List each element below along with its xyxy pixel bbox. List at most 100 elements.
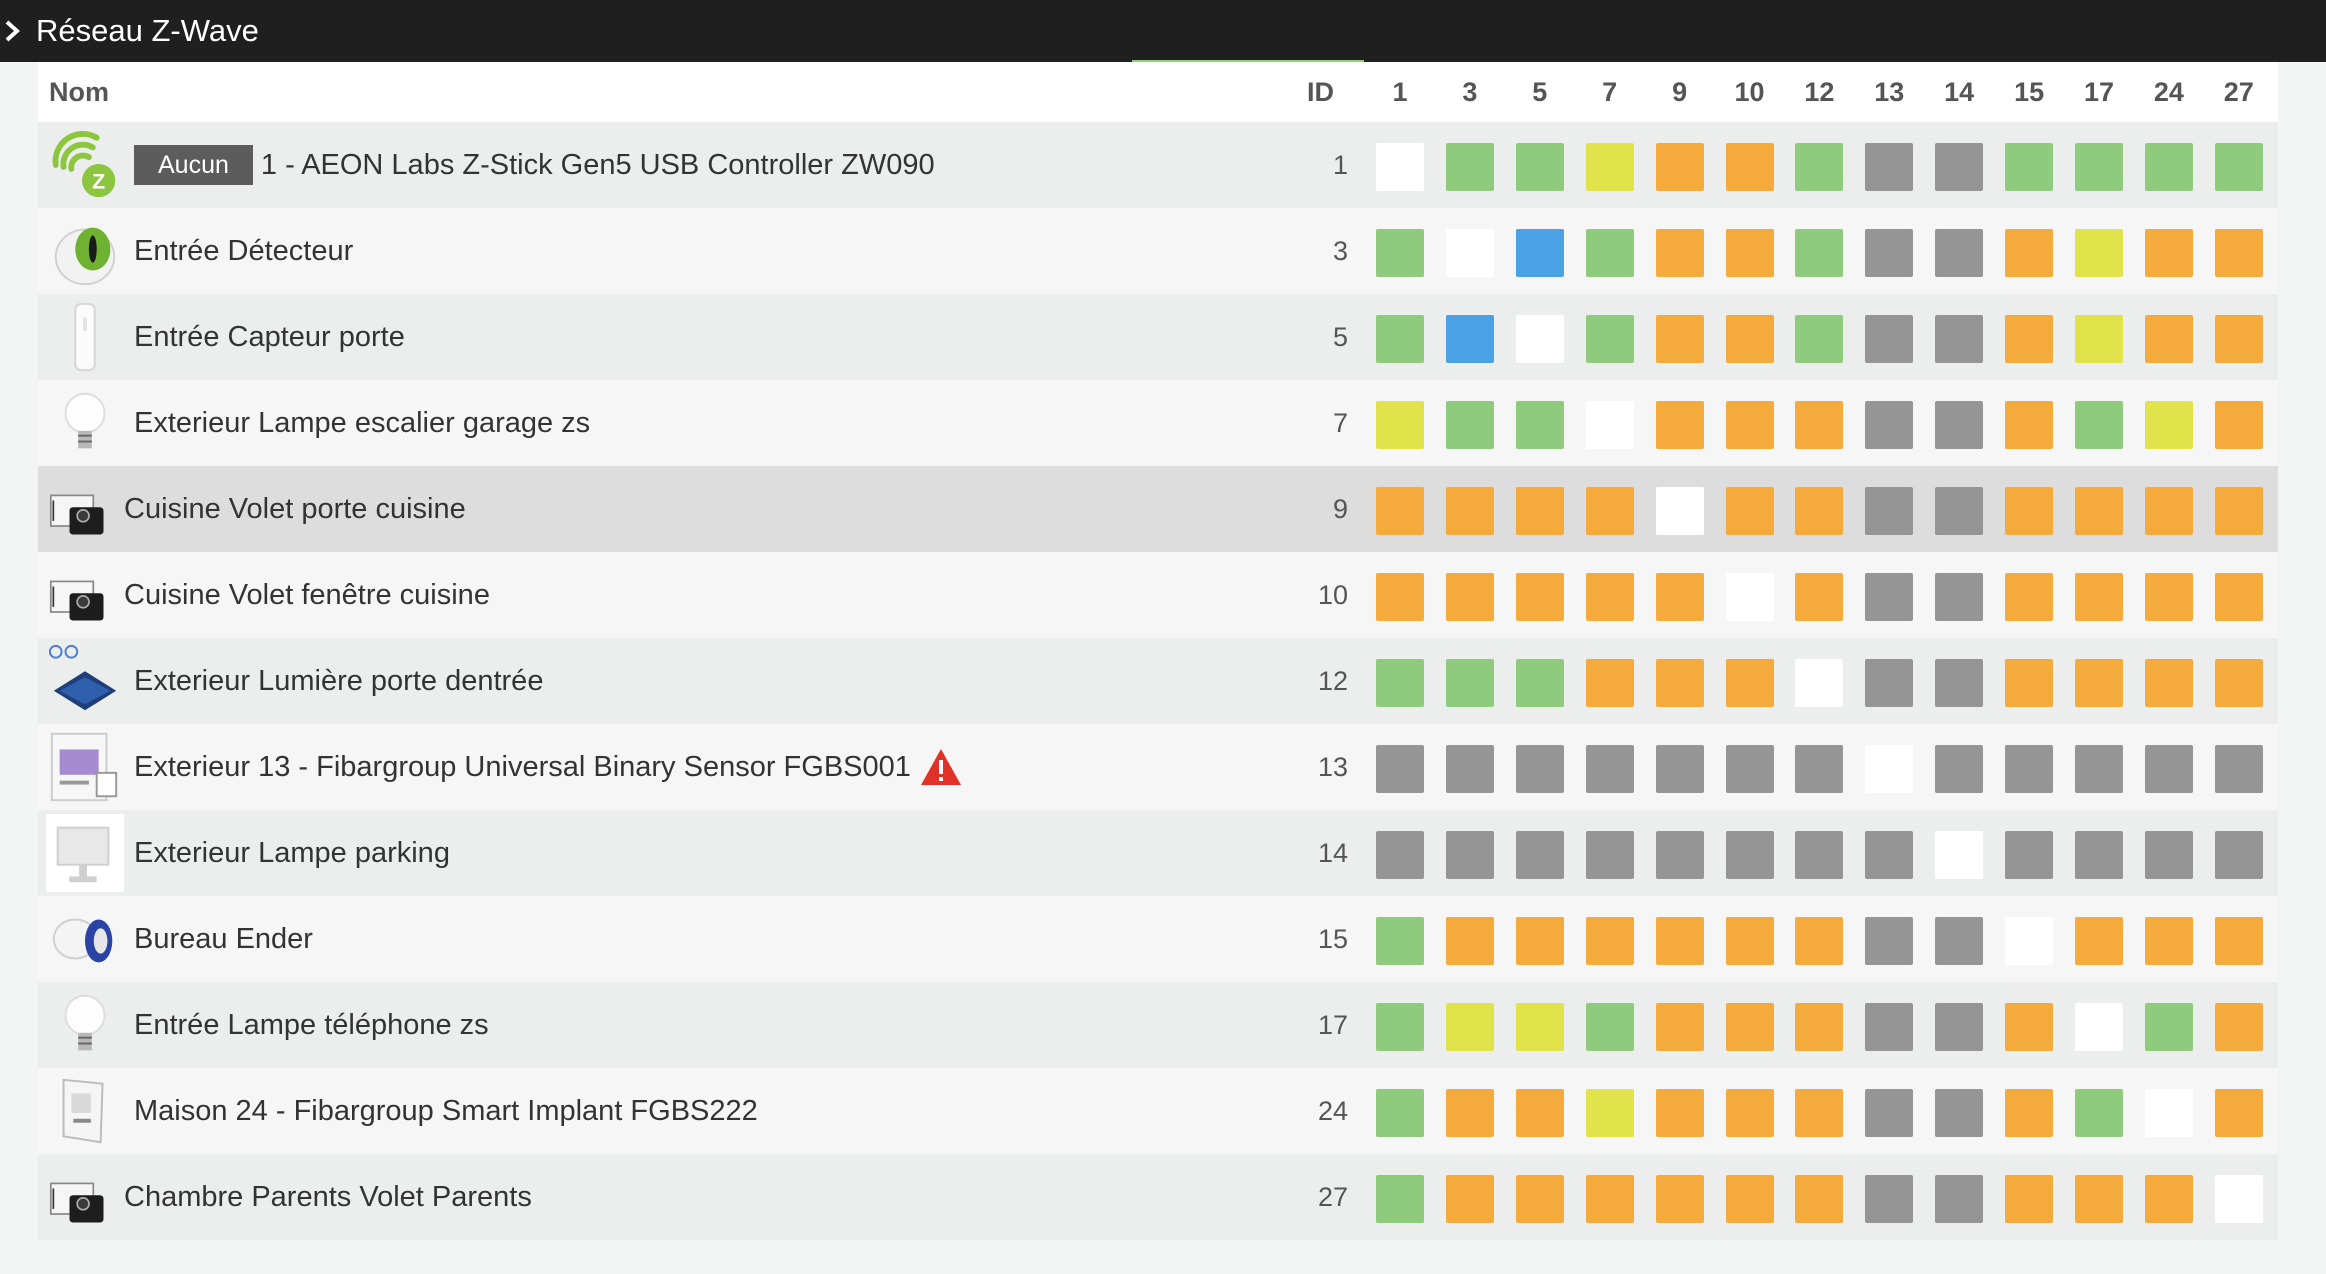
route-status-cell[interactable]	[1376, 659, 1424, 707]
table-row[interactable]: Exterieur Lumière porte dentrée 12	[38, 638, 2278, 724]
route-status-cell[interactable]	[1445, 143, 1494, 191]
route-status-cell[interactable]	[1376, 401, 1424, 449]
route-status-cell[interactable]	[1865, 917, 1914, 965]
panel-header[interactable]: Réseau Z-Wave	[0, 0, 2326, 62]
route-status-cell[interactable]	[2005, 315, 2054, 363]
route-status-cell[interactable]	[2075, 143, 2123, 191]
route-status-cell[interactable]	[1376, 917, 1424, 965]
route-status-cell[interactable]	[2005, 229, 2054, 277]
route-status-cell[interactable]	[2214, 917, 2263, 965]
route-status-cell[interactable]	[1376, 573, 1424, 621]
route-status-cell[interactable]	[1725, 487, 1774, 535]
route-status-cell[interactable]	[2144, 573, 2193, 621]
chevron-right-icon[interactable]	[2, 18, 24, 44]
route-status-cell[interactable]	[2144, 745, 2193, 793]
route-status-cell[interactable]	[2005, 573, 2054, 621]
table-row[interactable]: Cuisine Volet porte cuisine 9	[38, 466, 2278, 552]
route-status-cell[interactable]	[2005, 143, 2054, 191]
route-status-cell[interactable]	[2214, 659, 2263, 707]
route-status-cell[interactable]	[2214, 315, 2263, 363]
route-status-cell[interactable]	[1515, 1003, 1564, 1051]
route-status-cell[interactable]	[1585, 573, 1634, 621]
route-status-cell[interactable]	[1865, 831, 1914, 879]
route-status-cell[interactable]	[1515, 745, 1564, 793]
route-status-cell[interactable]	[1585, 1003, 1634, 1051]
route-status-cell[interactable]	[2214, 745, 2263, 793]
route-status-cell[interactable]	[1725, 143, 1774, 191]
route-status-cell[interactable]	[1865, 745, 1914, 793]
route-status-cell[interactable]	[1515, 917, 1564, 965]
route-status-cell[interactable]	[1585, 831, 1634, 879]
route-status-cell[interactable]	[1935, 487, 1984, 535]
table-row[interactable]: Exterieur Lampe parking 14	[38, 810, 2278, 896]
device-name[interactable]: Entrée Détecteur	[134, 235, 354, 267]
route-status-cell[interactable]	[1935, 401, 1984, 449]
route-status-cell[interactable]	[1725, 831, 1774, 879]
route-status-cell[interactable]	[2144, 143, 2193, 191]
route-status-cell[interactable]	[2144, 487, 2193, 535]
route-status-cell[interactable]	[1376, 1175, 1424, 1223]
route-status-cell[interactable]	[1795, 573, 1844, 621]
route-status-cell[interactable]	[2005, 401, 2054, 449]
route-status-cell[interactable]	[1795, 143, 1844, 191]
route-status-cell[interactable]	[1865, 573, 1914, 621]
route-status-cell[interactable]	[2005, 487, 2054, 535]
route-status-cell[interactable]	[1865, 487, 1914, 535]
route-status-cell[interactable]	[1935, 573, 1984, 621]
route-status-cell[interactable]	[1445, 229, 1494, 277]
route-status-cell[interactable]	[1725, 1089, 1774, 1137]
route-status-cell[interactable]	[1585, 1089, 1634, 1137]
device-name[interactable]: Cuisine Volet fenêtre cuisine	[124, 579, 490, 611]
route-status-cell[interactable]	[1585, 315, 1634, 363]
route-status-cell[interactable]	[1376, 745, 1424, 793]
device-name[interactable]: Exterieur Lampe escalier garage zs	[134, 407, 591, 439]
route-status-cell[interactable]	[1935, 143, 1984, 191]
route-status-cell[interactable]	[1725, 1175, 1774, 1223]
route-status-cell[interactable]	[1795, 745, 1844, 793]
route-status-cell[interactable]	[2005, 1089, 2054, 1137]
device-name[interactable]: Bureau Ender	[134, 923, 313, 955]
route-status-cell[interactable]	[1445, 745, 1494, 793]
route-status-cell[interactable]	[2144, 315, 2193, 363]
route-status-cell[interactable]	[1795, 917, 1844, 965]
route-status-cell[interactable]	[1445, 1003, 1494, 1051]
route-status-cell[interactable]	[1585, 401, 1634, 449]
table-row[interactable]: Bureau Ender 15	[38, 896, 2278, 982]
route-status-cell[interactable]	[1655, 1003, 1704, 1051]
route-status-cell[interactable]	[1655, 917, 1704, 965]
route-status-cell[interactable]	[1865, 401, 1914, 449]
route-status-cell[interactable]	[2214, 1175, 2263, 1223]
route-status-cell[interactable]	[2005, 917, 2054, 965]
route-status-cell[interactable]	[1655, 401, 1704, 449]
route-status-cell[interactable]	[1445, 315, 1494, 363]
table-row[interactable]: Chambre Parents Volet Parents 27	[38, 1154, 2278, 1240]
route-status-cell[interactable]	[1795, 659, 1844, 707]
route-status-cell[interactable]	[1865, 1089, 1914, 1137]
route-status-cell[interactable]	[2075, 917, 2123, 965]
route-status-cell[interactable]	[1655, 487, 1704, 535]
route-status-cell[interactable]	[2144, 831, 2193, 879]
table-row[interactable]: Entrée Détecteur 3	[38, 208, 2278, 294]
route-status-cell[interactable]	[2214, 573, 2263, 621]
table-row[interactable]: Cuisine Volet fenêtre cuisine 10	[38, 552, 2278, 638]
route-status-cell[interactable]	[1725, 659, 1774, 707]
route-status-cell[interactable]	[1655, 229, 1704, 277]
route-status-cell[interactable]	[1655, 1089, 1704, 1137]
route-status-cell[interactable]	[1445, 1175, 1494, 1223]
route-status-cell[interactable]	[1515, 831, 1564, 879]
route-status-cell[interactable]	[2005, 1175, 2054, 1223]
route-status-cell[interactable]	[1865, 1003, 1914, 1051]
route-status-cell[interactable]	[1585, 917, 1634, 965]
route-status-cell[interactable]	[1515, 487, 1564, 535]
route-status-cell[interactable]	[1445, 917, 1494, 965]
route-status-cell[interactable]	[1655, 573, 1704, 621]
route-status-cell[interactable]	[2075, 487, 2123, 535]
route-status-cell[interactable]	[1725, 315, 1774, 363]
route-status-cell[interactable]	[1515, 229, 1564, 277]
route-status-cell[interactable]	[1515, 143, 1564, 191]
route-status-cell[interactable]	[1655, 831, 1704, 879]
route-status-cell[interactable]	[2075, 1175, 2123, 1223]
route-status-cell[interactable]	[1445, 1089, 1494, 1137]
route-status-cell[interactable]	[1585, 487, 1634, 535]
route-status-cell[interactable]	[1655, 1175, 1704, 1223]
